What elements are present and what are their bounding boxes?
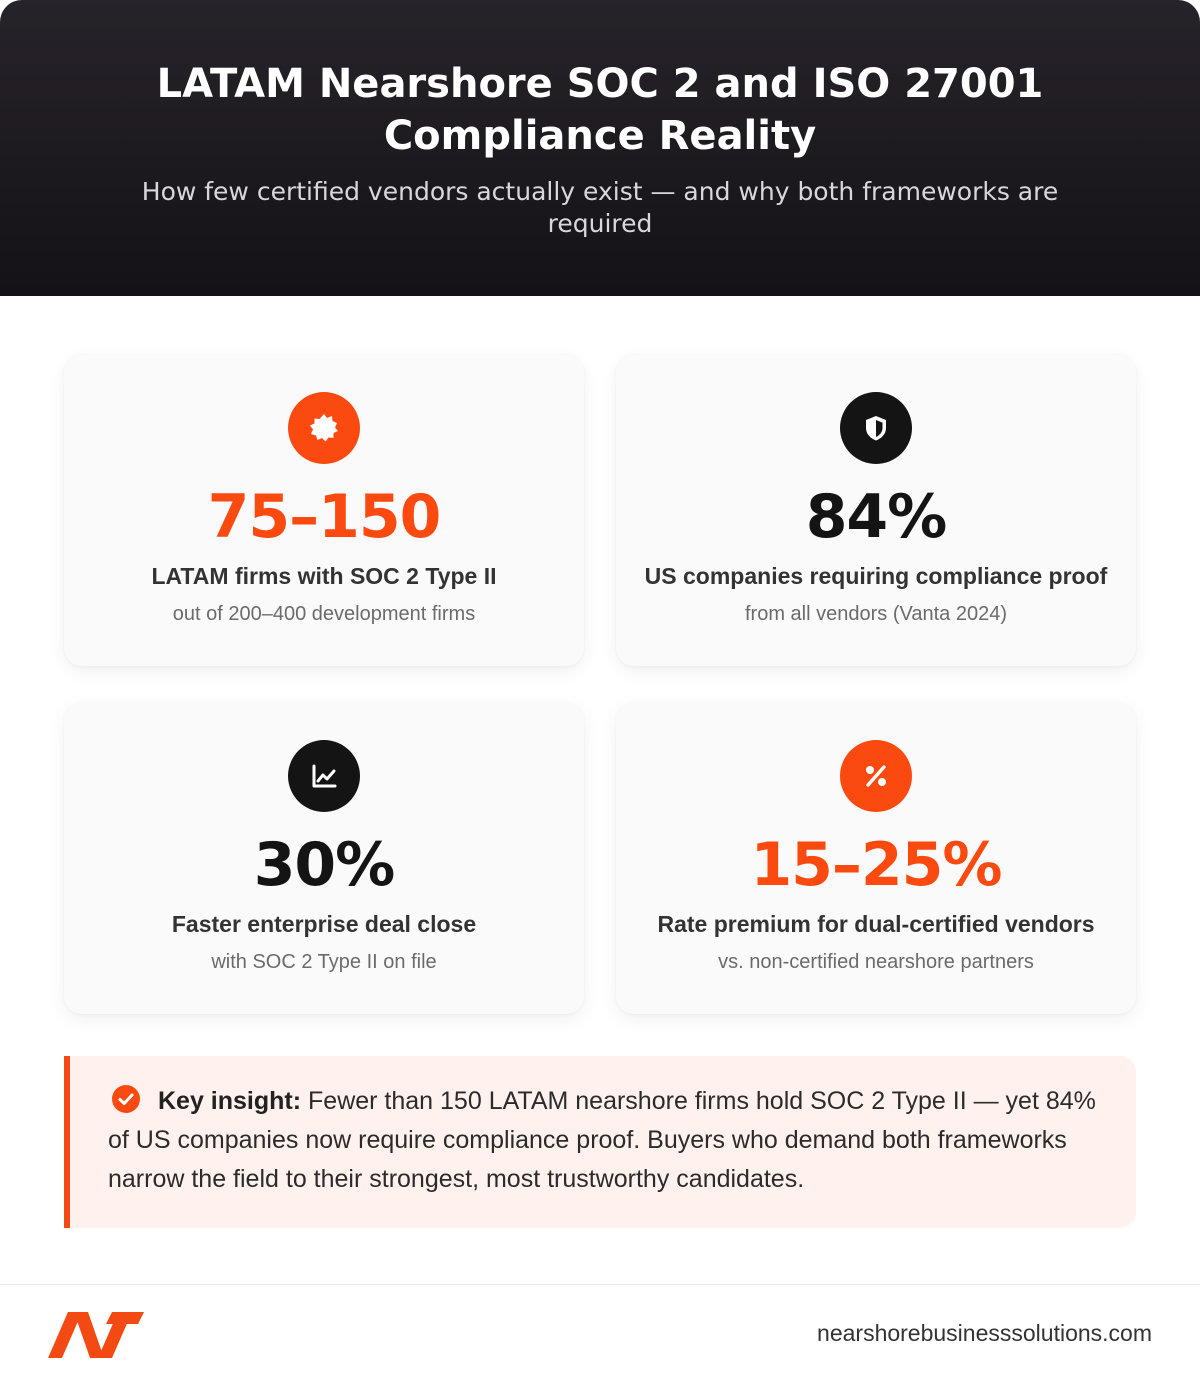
key-insight-callout: Key insight: Fewer than 150 LATAM nearsh… bbox=[64, 1056, 1136, 1228]
stat-card-deal-close: 30% Faster enterprise deal close with SO… bbox=[64, 702, 584, 1014]
check-circle-icon bbox=[112, 1085, 140, 1113]
page-title: LATAM Nearshore SOC 2 and ISO 27001 Comp… bbox=[156, 61, 1044, 159]
stat-label: Faster enterprise deal close bbox=[171, 911, 477, 937]
line-chart-icon bbox=[288, 740, 360, 812]
stat-card-soc2-firms: 75–150 LATAM firms with SOC 2 Type II ou… bbox=[64, 354, 584, 666]
stat-subtext: out of 200–400 development firms bbox=[172, 603, 476, 625]
badge-icon bbox=[288, 392, 360, 464]
stat-subtext: with SOC 2 Type II on file bbox=[211, 951, 437, 973]
key-insight-text: Key insight: Fewer than 150 LATAM nearsh… bbox=[108, 1082, 1108, 1199]
stat-card-compliance-proof: 84% US companies requiring compliance pr… bbox=[616, 354, 1136, 666]
stat-card-rate-premium: 15–25% Rate premium for dual-certified v… bbox=[616, 702, 1136, 1014]
website-link[interactable]: nearshorebusinesssolutions.com bbox=[817, 1320, 1152, 1346]
stat-value: 15–25% bbox=[750, 830, 1002, 900]
stat-label: LATAM firms with SOC 2 Type II bbox=[151, 563, 497, 589]
page-subtitle: How few certified vendors actually exist… bbox=[141, 177, 1059, 238]
footer-divider bbox=[0, 1284, 1200, 1285]
stat-value: 84% bbox=[805, 482, 948, 552]
header-banner: LATAM Nearshore SOC 2 and ISO 27001 Comp… bbox=[0, 0, 1200, 296]
percent-icon bbox=[840, 740, 912, 812]
stat-subtext: from all vendors (Vanta 2024) bbox=[745, 603, 1007, 625]
stat-subtext: vs. non-certified nearshore partners bbox=[718, 951, 1034, 973]
shield-icon bbox=[840, 392, 912, 464]
key-insight-label: Key insight: bbox=[158, 1087, 302, 1115]
stat-label: US companies requiring compliance proof bbox=[644, 563, 1108, 589]
key-insight-body: Fewer than 150 LATAM nearshore firms hol… bbox=[108, 1087, 1096, 1193]
stat-label: Rate premium for dual-certified vendors bbox=[657, 911, 1095, 937]
nearshore-logo-icon bbox=[48, 1308, 144, 1360]
stat-value: 75–150 bbox=[207, 482, 442, 552]
stat-value: 30% bbox=[253, 830, 396, 900]
